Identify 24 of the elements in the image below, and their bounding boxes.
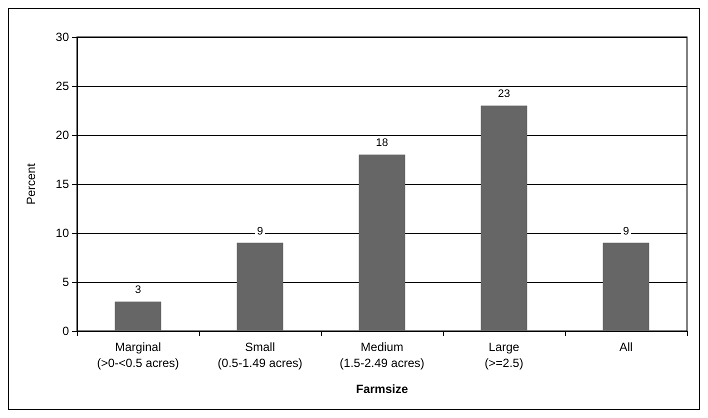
- bar: [480, 106, 528, 331]
- y-tick-label: 20: [56, 128, 70, 142]
- y-tick-label: 15: [56, 177, 70, 191]
- y-tick-label: 30: [56, 30, 70, 44]
- x-tick-label: All: [619, 340, 633, 354]
- x-axis-title: Farmsize: [356, 382, 408, 396]
- bar: [602, 242, 650, 331]
- data-label: 3: [134, 284, 142, 296]
- data-label: 18: [376, 137, 388, 150]
- data-label: 9: [256, 225, 264, 238]
- y-tick-label: 5: [62, 275, 70, 289]
- x-tick-label: Small (0.5-1.49 acres): [218, 340, 302, 370]
- bar: [114, 302, 162, 331]
- y-axis-title: Percent: [24, 162, 38, 205]
- x-tick-label: Marginal (>0-<0.5 acres): [96, 340, 180, 370]
- x-tick-label: Medium (1.5-2.49 acres): [340, 340, 424, 370]
- data-label: 9: [622, 225, 630, 238]
- data-label: 23: [498, 88, 510, 100]
- x-tick-label: Large (>=2.5): [484, 340, 524, 370]
- bar: [236, 242, 284, 331]
- bar: [358, 154, 406, 331]
- y-tick-label: 10: [56, 226, 70, 240]
- y-tick-label: 0: [62, 324, 70, 338]
- y-tick-label: 25: [56, 79, 70, 93]
